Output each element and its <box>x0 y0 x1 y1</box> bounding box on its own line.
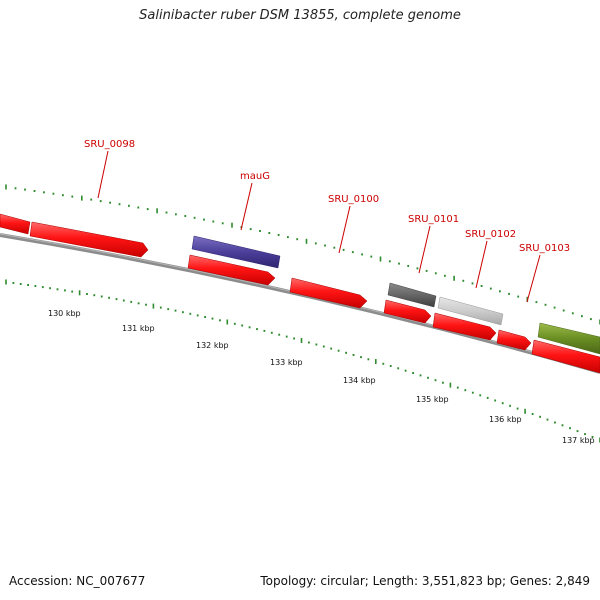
callout-mauG <box>240 182 253 231</box>
scale-label-130: 130 kbp <box>48 309 81 318</box>
scale-tick-ring <box>5 279 600 443</box>
genome-backbone <box>0 233 600 374</box>
scale-label-134: 134 kbp <box>343 376 376 385</box>
scale-label-132: 132 kbp <box>196 341 229 350</box>
outer-tick-ring <box>5 184 600 325</box>
scale-label-137: 137 kbp <box>562 436 595 445</box>
gene-SRU_0098[interactable] <box>29 221 149 258</box>
label-SRU_0100: SRU_0100 <box>328 194 379 205</box>
scale-label-136: 136 kbp <box>489 415 522 424</box>
callout-SRU_0102 <box>475 240 488 289</box>
gene-SRU_0103[interactable] <box>496 329 532 351</box>
label-SRU_0103: SRU_0103 <box>519 243 570 254</box>
scale-label-135: 135 kbp <box>416 395 449 404</box>
gene-SRU_0102-cds[interactable] <box>432 312 497 341</box>
gene-right-edge-cds[interactable] <box>531 339 600 374</box>
gene-SRU_0101-cds[interactable] <box>383 299 432 324</box>
callout-SRU_0098 <box>97 150 109 199</box>
gene-mauG[interactable] <box>191 235 281 269</box>
genome-backbone-highlight <box>0 233 600 372</box>
callout-SRU_0100 <box>338 205 351 254</box>
callout-SRU_0103 <box>526 254 541 303</box>
gene-SRU_0100[interactable] <box>289 277 368 309</box>
map-title: Salinibacter ruber DSM 13855, complete g… <box>139 8 461 23</box>
label-mauG: mauG <box>240 171 270 182</box>
scale-label-133: 133 kbp <box>270 358 303 367</box>
gene-left-edge[interactable] <box>0 213 31 235</box>
gene-callouts <box>97 150 541 303</box>
gene-mauG-cds[interactable] <box>187 254 276 286</box>
callout-SRU_0101 <box>418 225 431 274</box>
label-SRU_0101: SRU_0101 <box>408 214 459 225</box>
label-SRU_0102: SRU_0102 <box>465 229 516 240</box>
gene-right-edge[interactable] <box>537 322 600 355</box>
gene-SRU_0102[interactable] <box>437 296 504 326</box>
label-SRU_0098: SRU_0098 <box>84 139 135 150</box>
genome-info-text: Topology: circular; Length: 3,551,823 bp… <box>260 574 590 588</box>
gene-SRU_0101[interactable] <box>387 282 437 308</box>
scale-label-131: 131 kbp <box>122 324 155 333</box>
accession-text: Accession: NC_007677 <box>9 574 146 588</box>
